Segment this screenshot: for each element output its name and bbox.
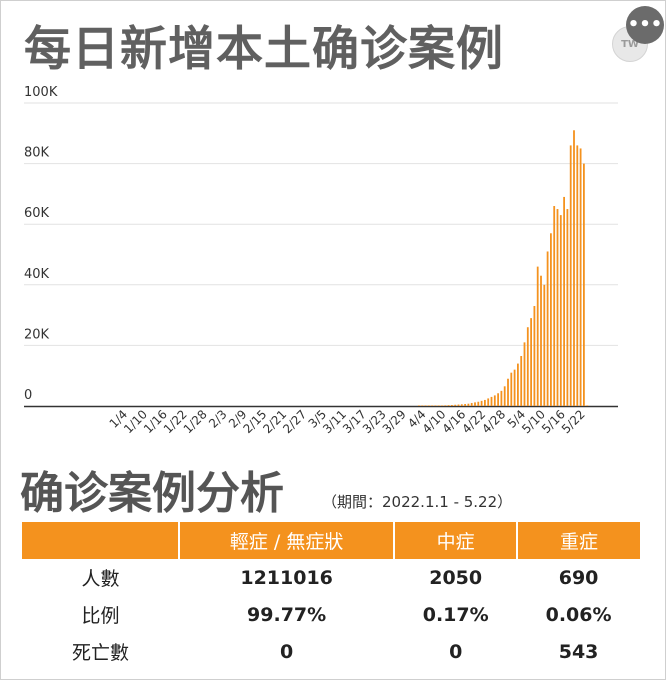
table-row: 比例 99.77% 0.17% 0.06% xyxy=(22,596,640,633)
bar xyxy=(517,363,519,406)
analysis-title: 确诊案例分析 xyxy=(20,468,284,519)
bar xyxy=(427,405,430,406)
bar xyxy=(546,251,549,406)
bar xyxy=(586,405,589,406)
bar xyxy=(526,327,529,406)
bar xyxy=(480,400,483,406)
bar xyxy=(493,395,496,406)
chart-title: 每日新增本土确诊案例 xyxy=(24,22,504,77)
header-mild: 輕症 / 無症狀 xyxy=(177,522,395,559)
bar xyxy=(464,404,466,406)
cell-value: 99.77% xyxy=(247,603,327,626)
bar xyxy=(583,163,585,406)
bar xyxy=(477,401,480,406)
x-tick-label: 5/22 xyxy=(559,407,588,436)
bar xyxy=(457,404,460,406)
header-moderate: 中症 xyxy=(393,522,518,559)
y-tick-label: 0 xyxy=(24,388,32,403)
bar xyxy=(441,405,443,406)
bar xyxy=(421,405,424,406)
bar xyxy=(487,398,490,406)
bar xyxy=(507,378,509,406)
bar xyxy=(454,404,457,406)
bar xyxy=(520,356,523,406)
cell-value: 1211016 xyxy=(240,566,333,589)
bar xyxy=(510,372,513,406)
bar xyxy=(490,396,493,406)
bar xyxy=(576,145,579,407)
bar xyxy=(513,369,516,406)
bar xyxy=(566,209,569,406)
header-severe: 重症 xyxy=(516,522,640,559)
bar xyxy=(437,405,440,406)
bar xyxy=(523,342,526,406)
x-tick-label: 1/28 xyxy=(181,407,210,436)
bar xyxy=(569,145,572,407)
header-cell-empty xyxy=(22,522,179,559)
row-label-deaths: 死亡數 xyxy=(71,642,129,664)
row-label-count: 人數 xyxy=(81,568,120,590)
y-tick-label: 100K xyxy=(24,85,58,100)
bar xyxy=(533,306,536,406)
cell-value: 0.17% xyxy=(422,603,489,626)
bar xyxy=(451,405,453,406)
y-tick-label: 20K xyxy=(24,327,50,342)
bar xyxy=(474,402,476,406)
bar xyxy=(424,405,427,406)
cell-value: 0 xyxy=(280,640,294,663)
bar xyxy=(503,386,506,406)
bar xyxy=(536,266,539,406)
analysis-period: （期間：2022.1.1 - 5.22） xyxy=(322,493,513,511)
cell-value: 543 xyxy=(558,640,599,663)
y-tick-label: 40K xyxy=(24,267,50,282)
y-tick-label: 80K xyxy=(24,146,50,161)
bar xyxy=(530,318,532,406)
bar xyxy=(556,209,559,406)
bar xyxy=(484,399,486,406)
table-row: 死亡數 0 0 543 xyxy=(22,633,640,670)
bar xyxy=(460,404,463,406)
bar xyxy=(553,206,556,406)
bar xyxy=(563,196,565,406)
x-tick-label: 3/29 xyxy=(380,407,409,436)
bar xyxy=(470,402,473,406)
cell-value: 0.06% xyxy=(545,603,612,626)
bar xyxy=(573,130,575,406)
row-label-ratio: 比例 xyxy=(81,605,120,627)
bar xyxy=(434,405,437,406)
cell-value: 0 xyxy=(449,640,463,663)
bar xyxy=(579,148,582,406)
x-tick-label: 2/3 xyxy=(206,407,230,431)
bar xyxy=(418,405,420,406)
daily-cases-chart: 100K80K60K40K20K01/41/101/161/221/282/32… xyxy=(24,85,618,436)
more-options-button[interactable]: ••• xyxy=(626,6,664,44)
table-header-row: 輕症 / 無症狀 中症 重症 xyxy=(22,522,640,559)
bar xyxy=(497,393,499,406)
bar xyxy=(431,405,433,406)
cell-value: 690 xyxy=(558,566,599,589)
cell-value: 2050 xyxy=(429,566,483,589)
y-tick-label: 60K xyxy=(24,206,50,221)
bar xyxy=(543,284,546,406)
bar xyxy=(540,275,542,406)
table-row: 人數 1211016 2050 690 xyxy=(22,559,640,596)
x-tick-label: 2/27 xyxy=(280,407,309,436)
bar xyxy=(447,405,450,406)
bar xyxy=(559,215,562,406)
bar xyxy=(550,233,552,406)
bar xyxy=(467,403,470,406)
x-tick-label: 4/28 xyxy=(479,407,508,436)
bar xyxy=(444,405,447,406)
bar xyxy=(500,390,503,406)
analysis-table: 輕症 / 無症狀 中症 重症 人數 1211016 2050 690 比例 99… xyxy=(22,522,640,670)
